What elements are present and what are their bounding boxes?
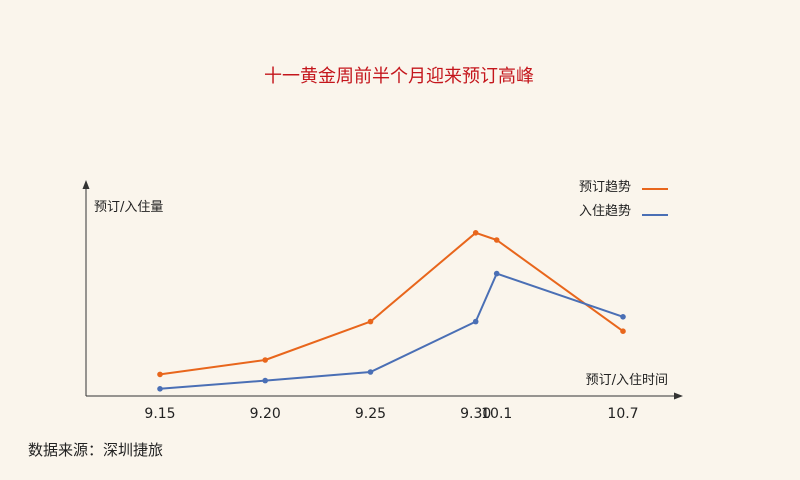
data-point bbox=[367, 369, 374, 375]
x-tick-label: 10.7 bbox=[607, 406, 638, 422]
data-point bbox=[493, 270, 500, 277]
data-point bbox=[620, 328, 626, 335]
data-point bbox=[472, 318, 479, 325]
data-point bbox=[157, 386, 163, 392]
data-point bbox=[472, 230, 479, 236]
data-point bbox=[157, 371, 163, 378]
data-point bbox=[620, 314, 626, 320]
legend-label-booking: 预订趋势 bbox=[579, 179, 631, 195]
x-tick-label: 10.1 bbox=[481, 406, 512, 422]
series-layer bbox=[157, 230, 626, 392]
data-source-note: 数据来源：深圳捷旅 bbox=[28, 441, 163, 459]
chart-title: 十一黄金周前半个月迎来预订高峰 bbox=[264, 66, 534, 87]
legend-label-checkin: 入住趋势 bbox=[579, 203, 631, 219]
series-line-0 bbox=[159, 231, 624, 376]
x-axis-arrow-icon bbox=[674, 392, 683, 400]
y-axis-label: 预订/入住量 bbox=[94, 200, 163, 215]
x-tick-label: 9.30 bbox=[460, 406, 491, 422]
series-line-1 bbox=[159, 272, 624, 390]
y-axis-arrow-icon bbox=[82, 180, 90, 189]
x-axis-label: 预订/入住时间 bbox=[586, 373, 668, 388]
data-point bbox=[493, 237, 500, 243]
x-tick-label: 9.20 bbox=[250, 406, 281, 422]
x-tick-label: 9.25 bbox=[355, 406, 386, 422]
data-point bbox=[262, 357, 269, 363]
data-point bbox=[262, 377, 269, 384]
data-point bbox=[367, 318, 374, 325]
legend: 预订趋势 入住趋势 bbox=[579, 179, 668, 219]
x-tick-label: 9.15 bbox=[144, 406, 175, 422]
